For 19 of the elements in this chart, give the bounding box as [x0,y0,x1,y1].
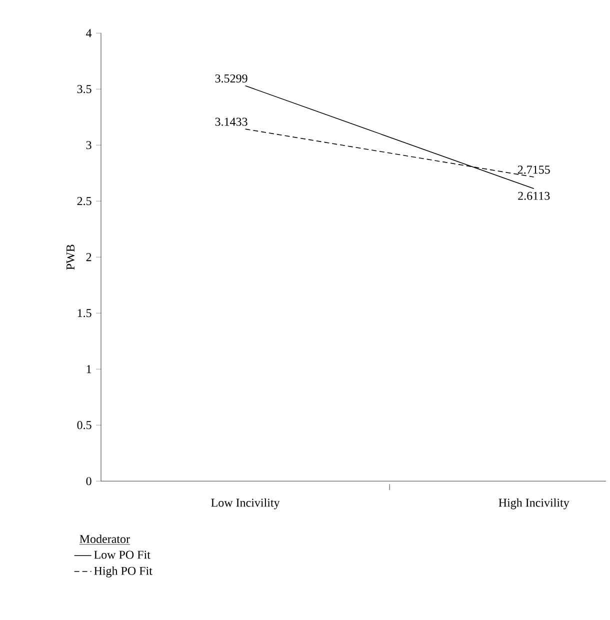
y-tick-label: 2.5 [77,197,92,206]
y-tick-label: 3.5 [77,85,92,94]
data-label: 2.7155 [518,166,550,174]
x-tick-label: Low Incivility [211,498,280,510]
y-tick-label: 3 [86,141,92,150]
y-tick-label: 1.5 [78,309,92,318]
y-tick-label: 0 [86,477,92,486]
y-axis-title: PWB [66,244,75,270]
legend-label: High PO Fit [94,566,152,578]
data-label: 3.5299 [215,74,248,83]
y-tick-label: 1 [86,365,92,374]
y-tick-label: 0.5 [77,421,92,430]
legend-title: Moderator [80,534,130,544]
data-label: 3.1433 [215,118,248,126]
x-tick-label: High Incivility [498,498,570,510]
y-tick-label: 4 [86,29,92,38]
y-tick-label: 2 [86,253,92,262]
legend-label: Low PO Fit [94,550,150,559]
data-label: 2.6113 [518,192,550,200]
